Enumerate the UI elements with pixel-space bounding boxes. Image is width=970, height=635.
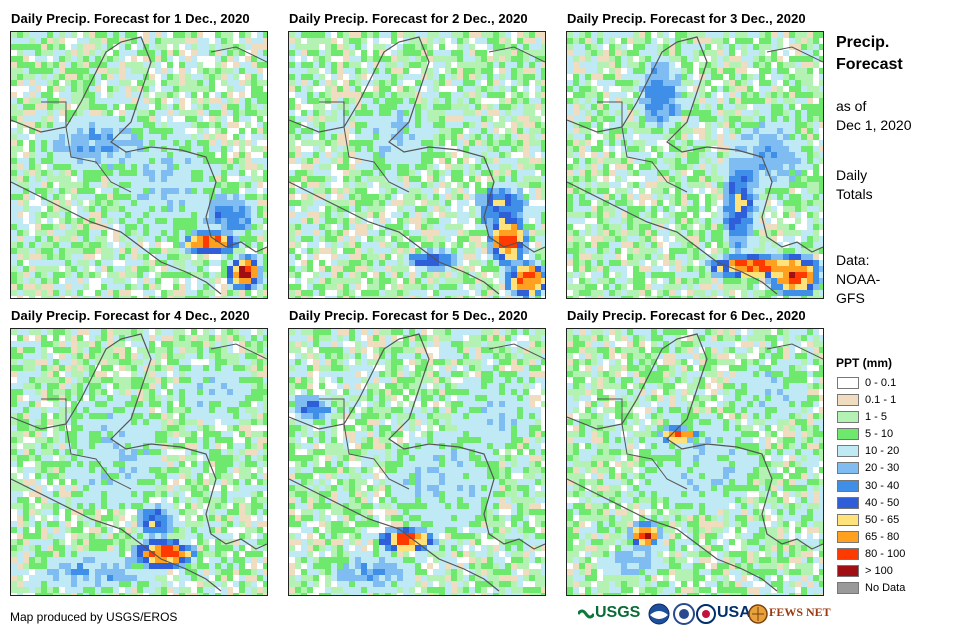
legend-swatch — [837, 547, 859, 560]
panel-title-dec-1: Daily Precip. Forecast for 1 Dec., 2020 — [11, 11, 250, 26]
daily-line1: Daily — [836, 167, 868, 183]
data-source: Data: NOAA- GFS — [836, 251, 880, 308]
legend-swatch — [837, 496, 859, 509]
legend-swatch — [837, 513, 859, 526]
precip-map-dec-6 — [567, 329, 823, 595]
legend-swatch — [837, 377, 859, 389]
legend-swatch — [837, 565, 859, 578]
map-panel-dec-1 — [10, 31, 268, 299]
legend-swatch — [837, 530, 859, 543]
daily-line2: Totals — [836, 186, 873, 202]
legend-swatch — [837, 411, 859, 424]
as-of-date: as of Dec 1, 2020 — [836, 97, 912, 135]
legend-swatch — [837, 582, 859, 595]
panel-title-dec-2: Daily Precip. Forecast for 2 Dec., 2020 — [289, 11, 528, 26]
legend-swatch — [837, 394, 859, 407]
legend-label: 30 - 40 — [865, 479, 900, 492]
legend-label: 40 - 50 — [865, 496, 900, 509]
data-line2: NOAA- — [836, 271, 881, 287]
credit-text: Map produced by USGS/EROS — [10, 610, 178, 624]
precip-map-dec-4 — [11, 329, 267, 595]
as-of-line2: Dec 1, 2020 — [836, 117, 912, 133]
legend-swatch — [837, 462, 859, 475]
panel-title-dec-5: Daily Precip. Forecast for 5 Dec., 2020 — [289, 308, 528, 323]
precip-map-dec-1 — [11, 32, 267, 298]
forecast-title-line2: Forecast — [836, 56, 903, 73]
data-line3: GFS — [836, 290, 865, 306]
legend-swatch — [837, 479, 859, 492]
map-panel-dec-6 — [566, 328, 824, 596]
forecast-title-line1: Precip. — [836, 34, 890, 51]
panel-title-dec-4: Daily Precip. Forecast for 4 Dec., 2020 — [11, 308, 250, 323]
precip-map-dec-3 — [567, 32, 823, 298]
precip-map-dec-5 — [289, 329, 545, 595]
map-panel-dec-4 — [10, 328, 268, 596]
daily-totals: Daily Totals — [836, 166, 873, 204]
panel-title-dec-6: Daily Precip. Forecast for 6 Dec., 2020 — [567, 308, 806, 323]
legend-label: 20 - 30 — [865, 462, 900, 475]
legend-label: 0 - 0.1 — [865, 377, 897, 389]
precip-map-dec-2 — [289, 32, 545, 298]
legend-label: 1 - 5 — [865, 411, 888, 424]
legend-label: 10 - 20 — [865, 445, 900, 458]
forecast-title: Precip. Forecast — [836, 32, 903, 76]
legend-label: 5 - 10 — [865, 428, 894, 441]
legend-label: No Data — [865, 582, 906, 595]
fewsnet-globe-icon — [748, 604, 768, 624]
usaid-seal-icon — [696, 604, 716, 624]
map-panel-dec-3 — [566, 31, 824, 299]
legend-label: 50 - 65 — [865, 513, 900, 526]
legend-swatch — [837, 445, 859, 458]
legend-label: 0.1 - 1 — [865, 394, 897, 407]
legend-label: > 100 — [865, 565, 893, 578]
legend-swatch — [837, 428, 859, 441]
usgs-wave-icon — [578, 609, 594, 619]
map-panel-dec-5 — [288, 328, 546, 596]
usgs-logo-text: USGS — [595, 604, 641, 621]
fewsnet-logo-text: FEWS NET — [769, 605, 831, 619]
legend-label: 65 - 80 — [865, 530, 900, 543]
as-of-line1: as of — [836, 98, 867, 114]
noaa-emblem-icon — [648, 603, 670, 625]
map-panel-dec-2 — [288, 31, 546, 299]
legend-title: PPT (mm) — [836, 356, 893, 370]
panel-title-dec-3: Daily Precip. Forecast for 3 Dec., 2020 — [567, 11, 806, 26]
data-line1: Data: — [836, 252, 870, 268]
legend-label: 80 - 100 — [865, 547, 906, 560]
seal-icon — [673, 603, 695, 625]
